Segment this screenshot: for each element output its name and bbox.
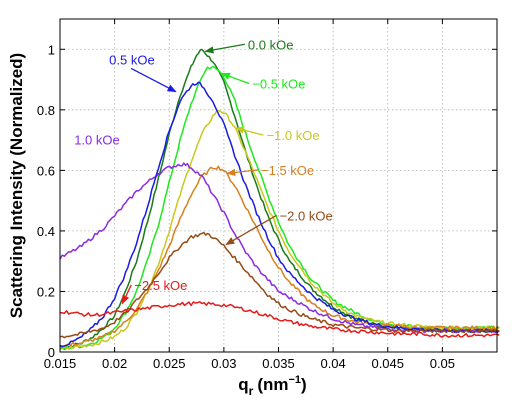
series-label-1-5-koe: −1.5 kOe xyxy=(261,163,314,178)
series-labels: 0.0 kOe −0.5 kOe −1.0 kOe −1.5 kOe 1.0 kOe 0.… xyxy=(74,37,333,305)
series-arrow-2-5-koe xyxy=(121,284,132,305)
y-axis-label: Scattering Intensity (Normalized) xyxy=(7,53,26,318)
series-label-0-5-koe: −0.5 kOe xyxy=(252,77,305,92)
x-axis-label-symbol: q xyxy=(238,375,248,394)
series-label-0-5-koe: 0.5 kOe xyxy=(109,52,155,67)
x-axis-label-exponent: −1 xyxy=(289,374,302,386)
x-axis-label-close: ) xyxy=(301,375,307,394)
y-tick-label: 0.4 xyxy=(37,224,55,239)
series-arrow-0-0-koe xyxy=(204,43,246,54)
series-arrow-2-0-koe xyxy=(225,214,277,246)
series-label-2-0-koe: −2.0 kOe xyxy=(280,208,333,223)
x-tick-label: 0.02 xyxy=(102,356,127,371)
x-axis-label-unit: (nm xyxy=(257,375,288,394)
series-line-1-5-koe xyxy=(59,165,500,349)
axis-ticks: 0.015 0.02 0.025 0.03 0.035 0.04 0.045 0.05 0 0.2… xyxy=(37,19,497,371)
series-line-2-0-koe xyxy=(59,231,500,339)
y-tick-label: 0 xyxy=(48,345,55,360)
x-tick-label: 0.03 xyxy=(211,356,236,371)
x-tick-label: 0.035 xyxy=(262,356,295,371)
y-tick-label: 0.8 xyxy=(37,103,55,118)
x-tick-label: 0.04 xyxy=(320,356,345,371)
x-tick-label: 0.045 xyxy=(371,356,404,371)
series-line-0-0-koe xyxy=(59,48,500,350)
x-axis-label: qr (nm−1) xyxy=(238,374,306,398)
x-axis-label-subscript: r xyxy=(249,384,254,398)
series-label-1-0-koe: −1.0 kOe xyxy=(266,128,319,143)
series-label-2-5-koe: −2.5 kOe xyxy=(134,278,187,293)
data-series xyxy=(59,48,500,350)
series-label-0-0-koe: 0.0 kOe xyxy=(248,37,294,52)
series-arrow-1-0-koe xyxy=(235,126,264,136)
grid-lines xyxy=(60,19,497,352)
series-line-2-5-koe xyxy=(59,301,500,338)
series-arrow-0-5-koe xyxy=(220,72,250,85)
x-tick-label: 0.015 xyxy=(44,356,77,371)
series-arrow-0-5-koe xyxy=(130,67,177,93)
series-label-1-0-koe: 1.0 kOe xyxy=(74,133,120,148)
series-arrow-1-5-koe xyxy=(226,168,259,177)
y-tick-label: 0.6 xyxy=(37,163,55,178)
y-tick-label: 0.2 xyxy=(37,284,55,299)
x-tick-label: 0.025 xyxy=(153,356,186,371)
y-tick-label: 1 xyxy=(48,42,55,57)
x-tick-label: 0.05 xyxy=(430,356,455,371)
